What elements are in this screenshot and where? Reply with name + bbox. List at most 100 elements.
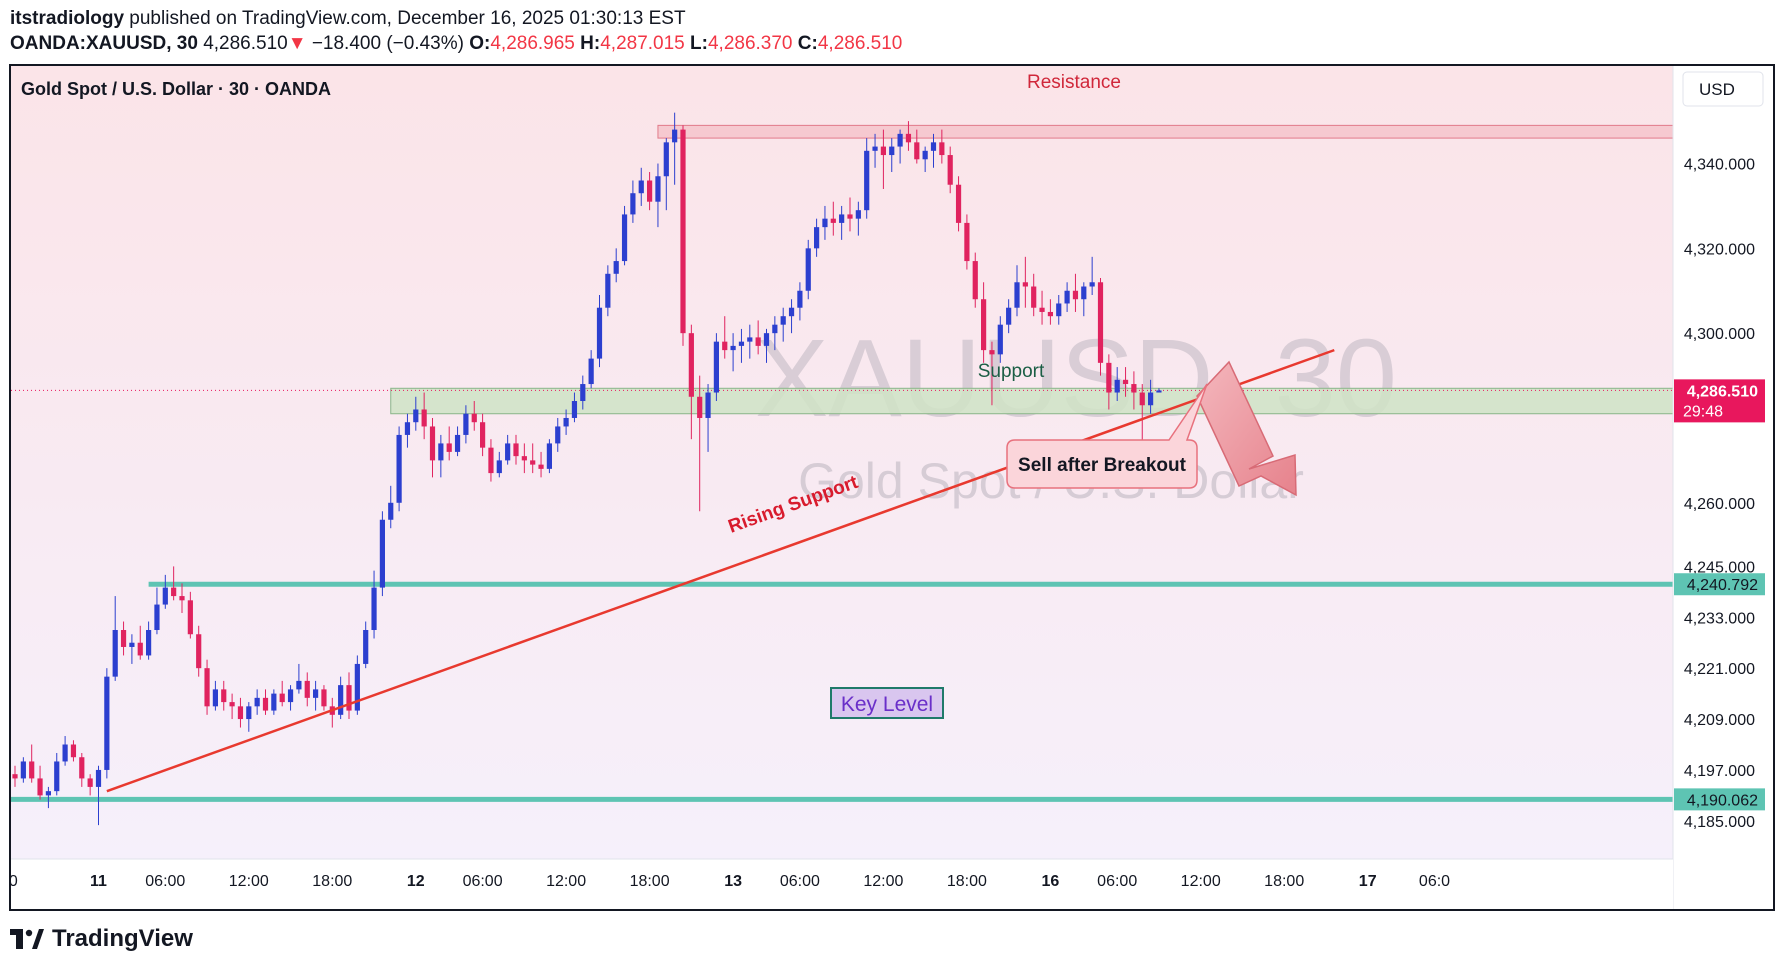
candle xyxy=(137,625,143,660)
candle xyxy=(788,299,795,334)
candle-body xyxy=(354,663,360,711)
candle xyxy=(914,129,920,164)
candle-body xyxy=(805,248,811,291)
resistance-zone[interactable] xyxy=(657,124,1674,139)
candle xyxy=(538,451,544,478)
last-price: 4,286.510 xyxy=(203,33,288,54)
candle xyxy=(805,239,811,300)
sell-callout[interactable] xyxy=(1006,383,1208,489)
candle-body xyxy=(697,396,703,418)
candle-body xyxy=(1064,290,1070,304)
candle-body xyxy=(171,587,177,597)
price-tick-label: 4,320.000 xyxy=(1684,241,1755,258)
time-tick-label: 18:00 xyxy=(312,873,352,890)
candle-body xyxy=(446,443,452,452)
price-axis[interactable] xyxy=(1674,66,1773,909)
level-price-tag[interactable]: 4,190.062 xyxy=(1674,788,1765,811)
candle xyxy=(1014,265,1020,317)
candle xyxy=(947,146,953,194)
candle xyxy=(438,434,444,478)
candle-body xyxy=(1056,303,1062,317)
candle-body xyxy=(872,146,878,151)
candle-body xyxy=(955,184,962,223)
level-price-tag-bg xyxy=(1674,788,1765,811)
candle-body xyxy=(905,133,912,143)
time-tick-label: 12:00 xyxy=(1181,873,1221,890)
ohlc-legend: OANDA:XAUUSD, 30 4,286.510▼ −18.400 (−0.… xyxy=(10,33,902,55)
rising-support-trendline[interactable] xyxy=(106,348,1335,793)
candle xyxy=(446,426,452,461)
candle-body xyxy=(964,222,970,262)
publisher-name[interactable]: itstradiology xyxy=(10,8,125,29)
candle-body xyxy=(480,422,486,448)
candle xyxy=(229,693,235,720)
time-tick-label: 12 xyxy=(407,873,425,890)
time-axis[interactable] xyxy=(11,859,1673,909)
last-price-tag[interactable]: 4,286.510 29:48 xyxy=(1674,379,1765,423)
candle-body xyxy=(1081,286,1087,300)
candle-body xyxy=(79,757,85,779)
candle xyxy=(847,197,853,232)
candle-body xyxy=(755,337,761,346)
candle xyxy=(930,133,937,168)
candle xyxy=(29,744,35,783)
time-tick-label: 12:00 xyxy=(229,873,269,890)
candle xyxy=(797,282,803,321)
candle xyxy=(763,328,770,363)
tradingview-footer[interactable]: TradingView xyxy=(10,925,193,953)
candle xyxy=(421,392,427,440)
open-value: 4,286.965 xyxy=(490,33,575,54)
candle xyxy=(1139,384,1145,448)
candle xyxy=(997,316,1003,363)
candle-body xyxy=(104,676,110,770)
candle-body xyxy=(621,214,628,262)
last-price-tag-bg xyxy=(1674,379,1765,423)
price-chart[interactable]: XAUUSD, 30 Gold Spot / U.S. Dollar Risin… xyxy=(11,66,1773,909)
candle-body xyxy=(129,642,135,647)
candle-body xyxy=(62,744,68,762)
candle-body xyxy=(563,417,569,427)
candle xyxy=(1006,299,1012,334)
candle xyxy=(20,757,26,783)
candle-body xyxy=(822,218,828,228)
candle xyxy=(1106,354,1112,410)
low-value: 4,286.370 xyxy=(707,33,793,54)
candle-body xyxy=(997,324,1003,355)
candle xyxy=(830,201,836,236)
support-zone[interactable] xyxy=(390,387,1674,415)
candle-body xyxy=(638,180,644,194)
candle-body xyxy=(647,180,653,202)
candle xyxy=(596,294,603,368)
candle xyxy=(613,248,619,283)
candle xyxy=(839,205,845,240)
close-label: C: xyxy=(797,33,818,54)
candle-body xyxy=(505,443,511,461)
candle-body xyxy=(1089,282,1095,287)
candle xyxy=(1072,273,1079,312)
candle xyxy=(563,409,569,435)
candle xyxy=(663,138,669,211)
key-level-box[interactable]: Key Level xyxy=(830,687,944,719)
candle-body xyxy=(538,464,544,469)
candle xyxy=(79,752,85,787)
high-value: 4,287.015 xyxy=(600,33,685,54)
candle xyxy=(1122,367,1129,397)
candle xyxy=(463,405,469,444)
price-tick-label: 4,197.000 xyxy=(1684,763,1755,780)
currency-button[interactable] xyxy=(1682,71,1764,107)
candle-body xyxy=(237,706,244,720)
level-price-tag-value: 4,240.792 xyxy=(1687,577,1758,594)
level-price-tag[interactable]: 4,240.792 xyxy=(1674,573,1765,596)
time-tick-label: 12:00 xyxy=(546,873,586,890)
candle-body xyxy=(655,176,661,202)
candle-body xyxy=(730,345,736,351)
candle xyxy=(262,689,269,715)
candle-body xyxy=(530,460,536,465)
candle xyxy=(1156,388,1162,393)
candle xyxy=(889,138,895,173)
candle-body xyxy=(488,447,494,474)
high-label: H: xyxy=(580,33,601,54)
candle-body xyxy=(864,150,870,211)
candle xyxy=(1064,282,1070,312)
candle-body xyxy=(889,146,895,156)
